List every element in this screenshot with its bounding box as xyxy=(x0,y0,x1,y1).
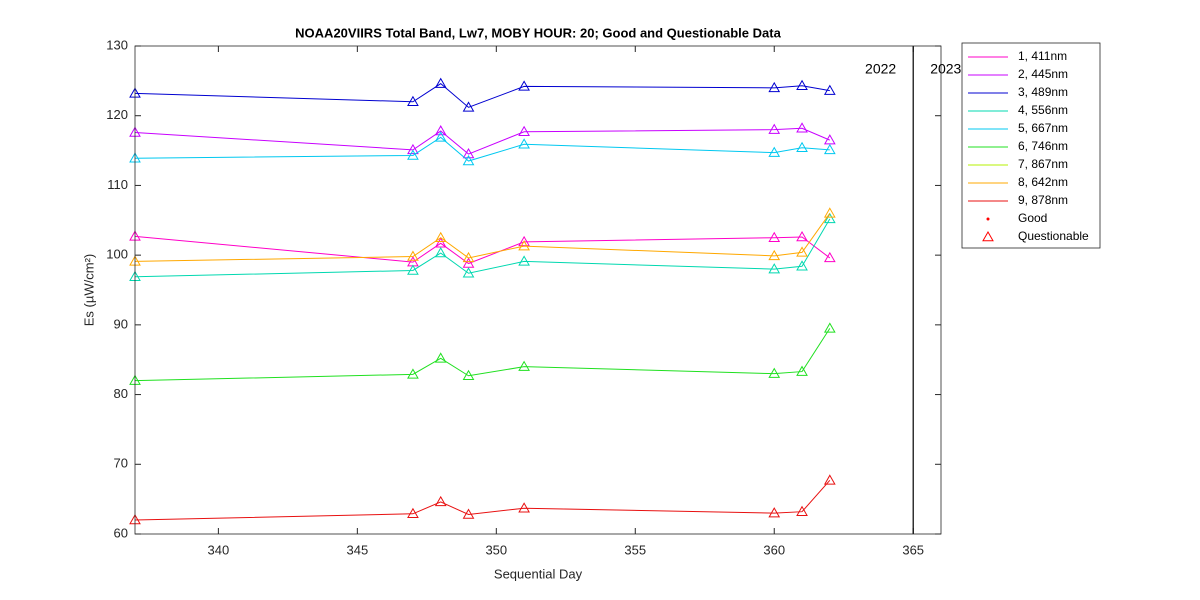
questionable-marker xyxy=(407,95,419,107)
annotation: 2022 xyxy=(865,61,896,77)
questionable-marker xyxy=(823,322,836,333)
y-tick-label: 130 xyxy=(106,37,128,52)
questionable-marker xyxy=(768,231,781,242)
questionable-marker xyxy=(768,123,781,134)
questionable-marker xyxy=(407,250,419,261)
series-line xyxy=(134,218,831,278)
legend-label: 1, 411nm xyxy=(1018,49,1067,63)
questionable-marker xyxy=(518,255,530,266)
x-tick-label: 345 xyxy=(346,542,368,557)
questionable-marker xyxy=(768,367,781,378)
legend-label: 9, 878nm xyxy=(1018,193,1068,207)
questionable-marker xyxy=(518,360,530,371)
y-tick-label: 110 xyxy=(107,177,128,192)
questionable-marker xyxy=(768,507,781,518)
legend-label: 2, 445nm xyxy=(1018,67,1068,81)
x-tick-label: 360 xyxy=(763,542,785,557)
legend-swatch xyxy=(986,217,990,221)
legend-label: 7, 867nm xyxy=(1018,157,1068,171)
questionable-marker xyxy=(462,101,475,112)
questionable-marker xyxy=(796,246,808,257)
series-line xyxy=(134,479,831,521)
series-line xyxy=(134,136,830,162)
questionable-marker xyxy=(407,507,419,519)
questionable-marker xyxy=(462,155,475,166)
questionable-marker xyxy=(796,260,808,271)
questionable-marker xyxy=(518,502,530,513)
y-tick-label: 90 xyxy=(114,316,128,331)
questionable-marker xyxy=(823,207,836,218)
questionable-marker xyxy=(434,131,447,142)
questionable-marker xyxy=(462,257,475,268)
questionable-marker xyxy=(796,231,808,242)
chart-title: NOAA20VIIRS Total Band, Lw7, MOBY HOUR: … xyxy=(295,25,781,40)
series-line xyxy=(134,213,831,262)
y-tick-label: 80 xyxy=(114,386,128,401)
x-tick-label: 340 xyxy=(208,542,230,557)
series-line xyxy=(134,127,831,155)
series-line xyxy=(134,83,830,108)
questionable-marker xyxy=(434,77,447,88)
questionable-marker xyxy=(462,251,475,263)
questionable-marker xyxy=(462,369,475,380)
legend-label: Good xyxy=(1018,211,1047,225)
questionable-marker xyxy=(434,352,447,363)
x-tick-label: 355 xyxy=(624,542,646,557)
questionable-marker xyxy=(518,138,530,149)
questionable-marker xyxy=(518,125,530,136)
questionable-marker xyxy=(823,474,836,485)
questionable-marker xyxy=(768,249,781,261)
questionable-marker xyxy=(434,495,447,507)
annotation: 2023 xyxy=(930,61,961,77)
y-tick-label: 120 xyxy=(106,107,128,122)
questionable-marker xyxy=(518,80,530,91)
questionable-marker xyxy=(823,84,836,95)
legend-label: 8, 642nm xyxy=(1018,175,1068,189)
legend-label: 6, 746nm xyxy=(1018,139,1068,153)
legend-box xyxy=(961,42,1101,249)
questionable-marker xyxy=(407,368,419,379)
questionable-marker xyxy=(796,365,808,376)
x-axis-label: Sequential Day xyxy=(494,566,583,581)
questionable-marker xyxy=(462,508,475,519)
questionable-marker xyxy=(434,231,447,242)
questionable-marker xyxy=(462,148,475,159)
legend-label: Questionable xyxy=(1018,229,1089,243)
questionable-marker xyxy=(518,240,530,251)
x-tick-label: 350 xyxy=(485,542,507,557)
questionable-marker xyxy=(407,264,419,275)
legend-swatch xyxy=(982,230,994,242)
series-line xyxy=(134,328,831,382)
questionable-marker xyxy=(796,141,808,153)
questionable-marker xyxy=(823,251,836,263)
y-tick-label: 100 xyxy=(106,247,128,262)
questionable-marker xyxy=(768,81,781,93)
questionable-marker xyxy=(434,237,447,248)
plot-frame xyxy=(134,45,942,535)
questionable-marker xyxy=(462,267,475,278)
questionable-marker xyxy=(823,212,836,224)
y-axis-label: Es (µW/cm²) xyxy=(81,254,96,326)
questionable-marker xyxy=(768,146,781,157)
questionable-marker xyxy=(823,134,836,145)
questionable-marker xyxy=(796,122,808,133)
questionable-marker xyxy=(796,79,808,90)
x-tick-label: 365 xyxy=(902,542,924,557)
legend-label: 5, 667nm xyxy=(1018,121,1068,135)
questionable-marker xyxy=(434,247,447,258)
questionable-marker xyxy=(823,143,836,155)
y-tick-label: 60 xyxy=(114,525,128,540)
legend-label: 3, 489nm xyxy=(1018,85,1068,99)
questionable-marker xyxy=(768,263,781,274)
legend-label: 4, 556nm xyxy=(1018,103,1068,117)
questionable-marker xyxy=(434,125,447,136)
questionable-marker xyxy=(796,505,808,516)
questionable-marker xyxy=(407,143,419,155)
questionable-marker xyxy=(407,149,419,160)
y-tick-label: 70 xyxy=(114,456,128,471)
